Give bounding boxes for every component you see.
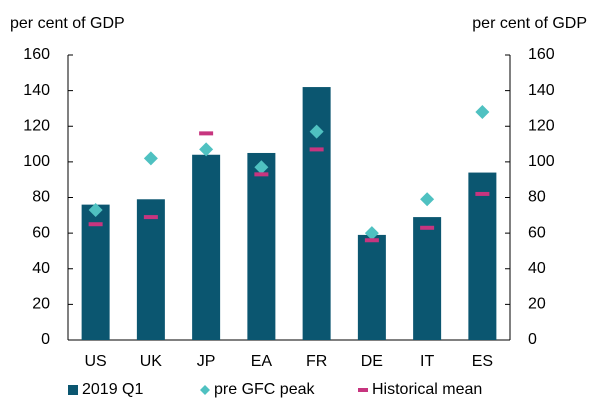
dash-marker [254,172,269,177]
bar [192,154,221,340]
bar [357,234,386,340]
y-tick-label: 100 [23,153,50,170]
x-tick-label: FR [306,353,327,370]
y-axis-label: per cent of GDP [10,15,125,32]
x-tick-label: DE [361,353,383,370]
y-tick-label: 160 [23,46,50,63]
dash-marker [309,147,324,152]
y2-tick-label: 40 [528,260,546,277]
diamond-marker [199,142,214,157]
y2-tick-label: 120 [528,117,555,134]
y-tick-label: 20 [32,296,50,313]
y2-tick-label: 60 [528,224,546,241]
x-tick-label: ES [472,353,493,370]
y2-tick-label: 80 [528,189,546,206]
legend-label: Historical mean [372,381,482,398]
y-tick-label: 40 [32,260,50,277]
y2-tick-label: 100 [528,153,555,170]
diamond-marker [143,151,158,166]
y-tick-label: 120 [23,117,50,134]
y-tick-label: 80 [32,189,50,206]
y2-tick-label: 0 [528,331,537,348]
bar [468,172,497,340]
y2-tick-label: 140 [528,82,555,99]
legend-symbol [68,385,78,395]
x-tick-label: EA [251,353,273,370]
y-tick-label: 60 [32,224,50,241]
y2-tick-label: 160 [528,46,555,63]
diamond-marker [309,124,324,139]
dash-marker [199,131,214,136]
dash-marker [420,225,435,230]
y-tick-label: 140 [23,82,50,99]
diamond-marker [254,160,269,175]
diamond-marker [475,105,490,119]
diamond-marker [420,192,435,207]
y2-axis-label: per cent of GDP [472,15,587,32]
legend-label: 2019 Q1 [82,381,143,398]
x-tick-label: IT [420,353,434,370]
legend-symbol [358,388,368,392]
bar [136,199,165,340]
y2-tick-label: 20 [528,296,546,313]
legend-label: pre GFC peak [214,381,315,398]
bar [247,152,276,340]
bar [413,217,442,340]
diamond-marker [88,202,103,217]
legend-symbol [200,385,210,395]
bar [81,204,110,340]
diamond-marker [364,226,379,241]
dash-marker [475,191,490,196]
dash-marker [364,238,379,243]
dash-marker [143,215,158,220]
dash-marker [88,222,103,227]
x-tick-label: US [85,353,107,370]
y-tick-label: 0 [41,331,50,348]
x-tick-label: JP [197,353,216,370]
x-tick-label: UK [140,353,163,370]
